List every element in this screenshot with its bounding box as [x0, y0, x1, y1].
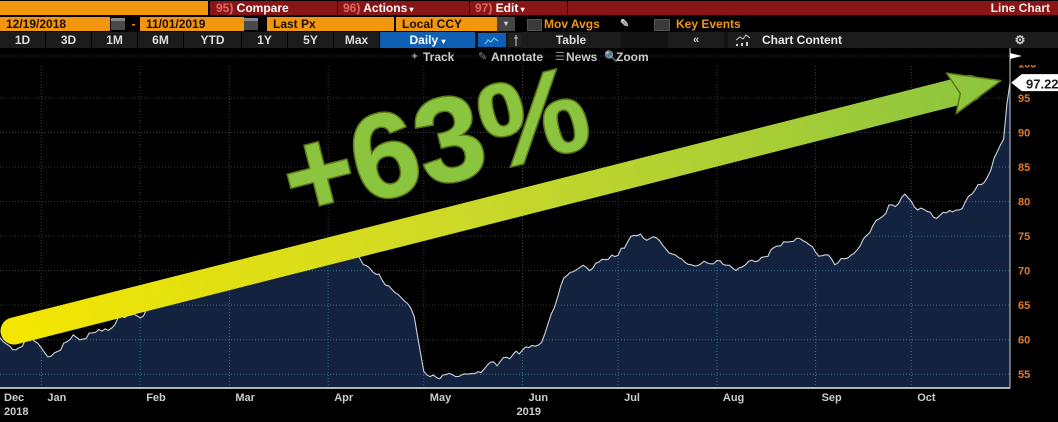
- svg-text:Oct: Oct: [917, 392, 936, 404]
- svg-text:85: 85: [1018, 162, 1030, 174]
- svg-text:Jan: Jan: [47, 392, 66, 404]
- svg-text:70: 70: [1018, 266, 1030, 278]
- svg-text:60: 60: [1018, 335, 1030, 347]
- svg-text:Dec: Dec: [4, 392, 24, 404]
- svg-text:May: May: [430, 392, 452, 404]
- svg-text:2018: 2018: [4, 406, 28, 418]
- svg-text:Aug: Aug: [723, 392, 744, 404]
- svg-text:90: 90: [1018, 128, 1030, 140]
- svg-text:55: 55: [1018, 369, 1030, 381]
- svg-text:Jul: Jul: [624, 392, 640, 404]
- svg-text:Mar: Mar: [235, 392, 255, 404]
- svg-text:Jun: Jun: [529, 392, 549, 404]
- svg-text:Apr: Apr: [334, 392, 354, 404]
- svg-text:65: 65: [1018, 300, 1030, 312]
- svg-text:95: 95: [1018, 93, 1030, 105]
- svg-text:2019: 2019: [517, 406, 541, 418]
- svg-text:Sep: Sep: [822, 392, 842, 404]
- svg-text:Feb: Feb: [146, 392, 166, 404]
- svg-text:97.22: 97.22: [1026, 77, 1058, 92]
- svg-text:80: 80: [1018, 197, 1030, 209]
- svg-text:75: 75: [1018, 231, 1030, 243]
